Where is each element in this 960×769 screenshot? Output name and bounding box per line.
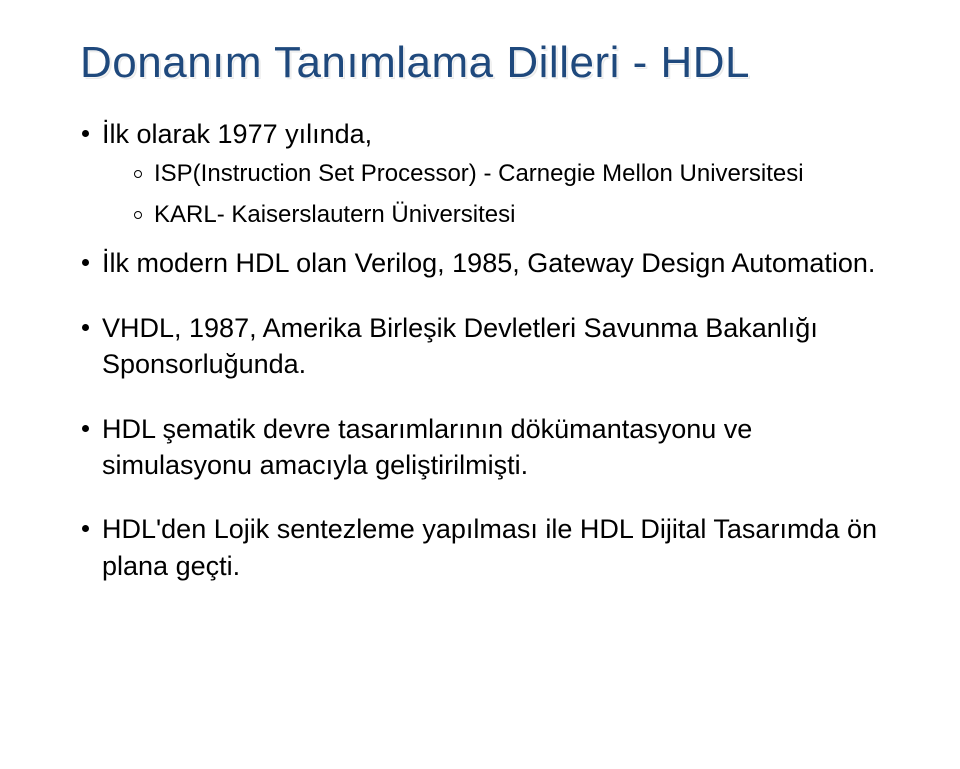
bullet-text: İlk modern HDL olan Verilog, 1985, Gatew… (102, 248, 875, 278)
bullet-list: İlk olarak 1977 yılında, ISP(Instruction… (80, 116, 900, 282)
bullet-list: HDL şematik devre tasarımlarının döküman… (80, 411, 900, 484)
sub-bullet-item: KARL- Kaiserslautern Üniversitesi (132, 199, 900, 231)
bullet-item: İlk olarak 1977 yılında, ISP(Instruction… (80, 116, 900, 231)
bullet-list: VHDL, 1987, Amerika Birleşik Devletleri … (80, 310, 900, 383)
spacer (80, 296, 900, 310)
sub-bullet-item: ISP(Instruction Set Processor) - Carnegi… (132, 158, 900, 190)
bullet-item: VHDL, 1987, Amerika Birleşik Devletleri … (80, 310, 900, 383)
bullet-text: HDL'den Lojik sentezleme yapılması ile H… (102, 514, 877, 580)
spacer (80, 397, 900, 411)
sub-bullet-list: ISP(Instruction Set Processor) - Carnegi… (132, 158, 900, 231)
bullet-item: İlk modern HDL olan Verilog, 1985, Gatew… (80, 245, 900, 281)
slide: Donanım Tanımlama Dilleri - HDL İlk olar… (0, 0, 960, 769)
page-title: Donanım Tanımlama Dilleri - HDL (80, 38, 900, 88)
sub-bullet-text: KARL- Kaiserslautern Üniversitesi (154, 201, 515, 228)
bullet-text: VHDL, 1987, Amerika Birleşik Devletleri … (102, 313, 818, 379)
bullet-list: HDL'den Lojik sentezleme yapılması ile H… (80, 511, 900, 584)
bullet-text: İlk olarak 1977 yılında, (102, 119, 372, 149)
spacer (80, 497, 900, 511)
bullet-text: HDL şematik devre tasarımlarının döküman… (102, 414, 752, 480)
sub-bullet-text: ISP(Instruction Set Processor) - Carnegi… (154, 160, 804, 187)
bullet-item: HDL şematik devre tasarımlarının döküman… (80, 411, 900, 484)
bullet-item: HDL'den Lojik sentezleme yapılması ile H… (80, 511, 900, 584)
